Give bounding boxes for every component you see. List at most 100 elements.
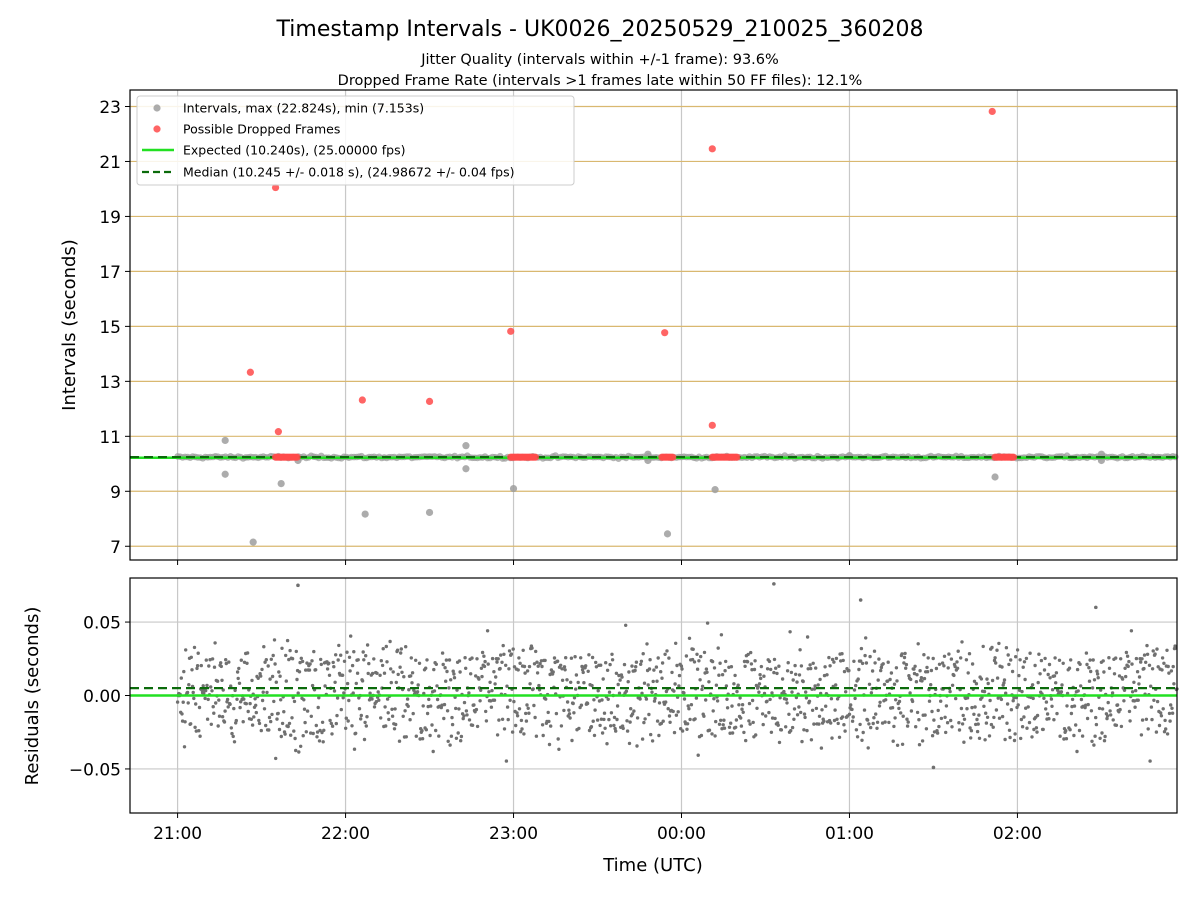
residual-point [315,735,319,739]
residual-point [462,700,467,705]
residual-point [316,705,320,710]
residual-point [919,676,924,680]
residual-point [206,697,210,702]
residual-point [805,635,810,639]
residual-point [283,732,287,736]
residual-point [711,709,715,713]
residual-point [483,659,487,664]
residual-point [1055,711,1059,716]
residual-point [266,664,270,668]
residual-point [256,676,260,680]
residual-point [1038,672,1042,676]
residual-point [398,665,402,669]
residual-point [339,653,343,657]
residual-point [222,720,227,724]
residual-point [858,722,862,727]
residual-point [404,645,408,649]
residual-point [469,672,473,676]
residual-point [687,636,692,640]
residual-point [872,649,877,653]
residual-point [810,687,814,691]
residual-point [1165,648,1169,652]
residual-point [1065,704,1069,708]
residual-point [1045,712,1050,716]
residual-point [317,696,321,700]
residual-point [975,729,980,734]
residual-point [807,699,812,703]
residual-point [767,710,771,715]
residual-point [569,680,573,684]
residual-point [279,698,283,702]
residual-point [684,654,689,658]
residual-point [689,703,694,707]
residual-point [294,649,298,654]
residual-point [464,666,468,670]
residual-point [299,744,303,748]
residual-point [334,653,338,657]
residual-point [942,664,946,668]
residual-point [447,658,452,662]
residual-point [592,733,597,738]
residual-point [406,704,410,708]
residual-point [192,645,197,650]
residual-point [854,728,859,732]
residual-point [304,668,308,672]
residual-point [864,636,868,640]
residual-point [554,711,559,716]
residual-point [480,674,484,679]
residual-point [607,717,611,722]
residual-point [651,679,655,684]
dropped-frame-point [293,453,301,461]
residual-point [1044,707,1048,711]
residual-point [366,671,370,676]
residual-point [1091,658,1095,662]
residual-point [814,706,819,711]
residual-point [239,658,243,662]
residual-point [788,630,792,634]
residual-point [354,681,358,686]
residual-point [1002,681,1006,685]
residual-point [234,718,238,723]
interval-point [221,436,229,445]
residual-point [852,659,856,663]
residual-point [332,689,337,693]
residual-point [203,696,207,701]
residual-point [1044,700,1049,704]
residual-point [714,719,718,724]
residual-point [574,687,578,691]
residual-point [1041,727,1045,732]
residual-point [259,728,263,733]
residual-point [432,689,437,693]
residual-point [576,680,580,685]
residual-point [875,726,879,730]
residual-point [730,731,735,735]
residual-point [772,670,776,675]
residual-point [459,734,464,739]
residual-point [1053,656,1057,660]
residual-point [385,660,389,664]
residual-point [719,633,724,637]
residual-point [931,656,935,661]
residual-point [834,683,838,687]
residual-point [425,711,430,716]
residual-point [904,666,908,670]
residual-point [444,679,448,683]
residual-point [1118,707,1122,712]
residual-point [1135,670,1140,674]
residual-point [282,710,286,714]
residual-point [601,677,605,681]
residual-point [535,671,540,675]
residual-point [1137,682,1141,686]
residual-point [1148,759,1152,763]
residual-point [653,696,657,701]
residual-point [660,676,664,680]
residual-point [629,707,633,711]
residual-point [301,734,305,738]
residual-point [625,729,630,733]
residual-point [674,641,678,645]
residual-point [679,664,684,668]
residual-point [895,743,900,747]
intervals-y-tick-label: 11 [99,428,121,448]
residual-point [217,698,221,702]
residual-point [394,722,398,727]
